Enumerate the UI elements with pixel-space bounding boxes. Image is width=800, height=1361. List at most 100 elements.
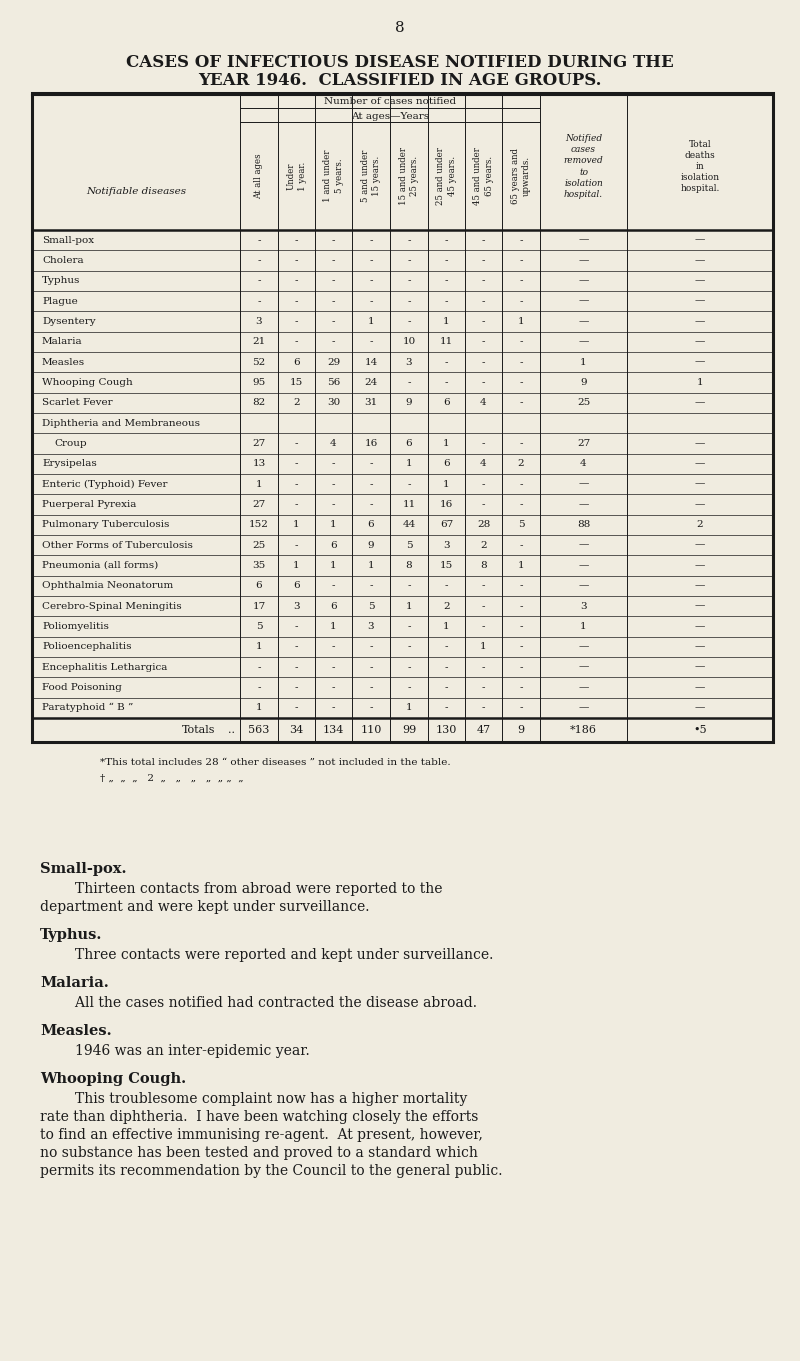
Text: —: — [578, 683, 589, 691]
Text: 6: 6 [293, 358, 300, 366]
Text: ..: .. [228, 725, 235, 735]
Text: -: - [332, 338, 335, 346]
Text: CASES OF INFECTIOUS DISEASE NOTIFIED DURING THE: CASES OF INFECTIOUS DISEASE NOTIFIED DUR… [126, 53, 674, 71]
Text: —: — [578, 704, 589, 712]
Text: 17: 17 [252, 602, 266, 611]
Text: —: — [578, 561, 589, 570]
Text: 1 and under
5 years.: 1 and under 5 years. [323, 150, 343, 203]
Text: -: - [445, 297, 448, 306]
Text: -: - [482, 602, 486, 611]
Text: Scarlet Fever: Scarlet Fever [42, 399, 113, 407]
Text: Encephalitis Lethargica: Encephalitis Lethargica [42, 663, 167, 672]
Text: 15 and under
25 years.: 15 and under 25 years. [399, 147, 419, 206]
Text: 9: 9 [368, 540, 374, 550]
Text: 16: 16 [364, 440, 378, 448]
Text: 1: 1 [293, 520, 300, 529]
Text: Small-pox.: Small-pox. [40, 862, 126, 876]
Text: -: - [332, 297, 335, 306]
Text: 9: 9 [406, 399, 412, 407]
Text: 99: 99 [402, 725, 416, 735]
Text: -: - [294, 297, 298, 306]
Text: All the cases notified had contracted the disease abroad.: All the cases notified had contracted th… [40, 996, 477, 1010]
Text: -: - [294, 704, 298, 712]
Text: Number of cases notified: Number of cases notified [324, 97, 456, 106]
Text: 15: 15 [440, 561, 453, 570]
Text: 2: 2 [697, 520, 703, 529]
Text: -: - [445, 704, 448, 712]
Text: 11: 11 [440, 338, 453, 346]
Text: —: — [695, 479, 705, 489]
Text: 8: 8 [480, 561, 487, 570]
Text: 3: 3 [580, 602, 587, 611]
Text: -: - [482, 235, 486, 245]
Text: —: — [695, 235, 705, 245]
Text: —: — [695, 704, 705, 712]
Text: -: - [370, 297, 373, 306]
Text: -: - [519, 378, 522, 387]
Text: -: - [407, 581, 410, 591]
Text: Typhus: Typhus [42, 276, 80, 286]
Text: 15: 15 [290, 378, 303, 387]
Text: Three contacts were reported and kept under surveillance.: Three contacts were reported and kept un… [40, 949, 494, 962]
Text: 1: 1 [368, 317, 374, 327]
Text: † „  „  „   2  „   „   „   „  „ „  „: † „ „ „ 2 „ „ „ „ „ „ „ [100, 774, 244, 783]
Text: -: - [519, 297, 522, 306]
Text: -: - [370, 642, 373, 652]
Text: —: — [695, 581, 705, 591]
Text: —: — [578, 581, 589, 591]
Text: 4: 4 [480, 399, 487, 407]
Text: -: - [332, 459, 335, 468]
Text: —: — [695, 540, 705, 550]
Text: 30: 30 [327, 399, 340, 407]
Text: -: - [258, 256, 261, 265]
Text: -: - [445, 378, 448, 387]
Text: Pulmonary Tuberculosis: Pulmonary Tuberculosis [42, 520, 170, 529]
Text: 134: 134 [323, 725, 344, 735]
Text: 3: 3 [406, 358, 412, 366]
Text: -: - [294, 642, 298, 652]
Text: —: — [695, 358, 705, 366]
Text: 2: 2 [480, 540, 487, 550]
Text: 1: 1 [580, 622, 587, 632]
Text: 1: 1 [330, 622, 337, 632]
Text: 52: 52 [252, 358, 266, 366]
Text: 25 and under
45 years.: 25 and under 45 years. [437, 147, 457, 206]
Text: -: - [332, 256, 335, 265]
Text: —: — [695, 459, 705, 468]
Text: 1: 1 [406, 459, 412, 468]
Text: -: - [370, 704, 373, 712]
Text: 1: 1 [293, 561, 300, 570]
Text: -: - [445, 235, 448, 245]
Text: 6: 6 [443, 459, 450, 468]
Text: 8: 8 [395, 20, 405, 35]
Text: Notified
cases
removed
to
isolation
hospital.: Notified cases removed to isolation hosp… [564, 135, 603, 199]
Text: -: - [294, 540, 298, 550]
Text: 6: 6 [256, 581, 262, 591]
Text: -: - [407, 276, 410, 286]
Text: 29: 29 [327, 358, 340, 366]
Text: Ophthalmia Neonatorum: Ophthalmia Neonatorum [42, 581, 174, 591]
Text: 9: 9 [580, 378, 587, 387]
Text: -: - [332, 663, 335, 672]
Text: -: - [294, 683, 298, 691]
Text: 34: 34 [290, 725, 304, 735]
Text: 1: 1 [518, 561, 524, 570]
Text: 2: 2 [443, 602, 450, 611]
Text: 24: 24 [364, 378, 378, 387]
Text: Notifiable diseases: Notifiable diseases [86, 186, 186, 196]
Text: -: - [519, 683, 522, 691]
Text: -: - [370, 479, 373, 489]
Text: —: — [695, 602, 705, 611]
Text: -: - [445, 256, 448, 265]
Text: 25: 25 [252, 540, 266, 550]
Text: -: - [482, 338, 486, 346]
Text: Dysentery: Dysentery [42, 317, 96, 327]
Text: -: - [258, 663, 261, 672]
Text: 21: 21 [252, 338, 266, 346]
Text: -: - [482, 256, 486, 265]
Text: *186: *186 [570, 725, 597, 735]
Text: -: - [332, 499, 335, 509]
Text: Polioencephalitis: Polioencephalitis [42, 642, 131, 652]
Text: -: - [519, 338, 522, 346]
Text: -: - [445, 683, 448, 691]
